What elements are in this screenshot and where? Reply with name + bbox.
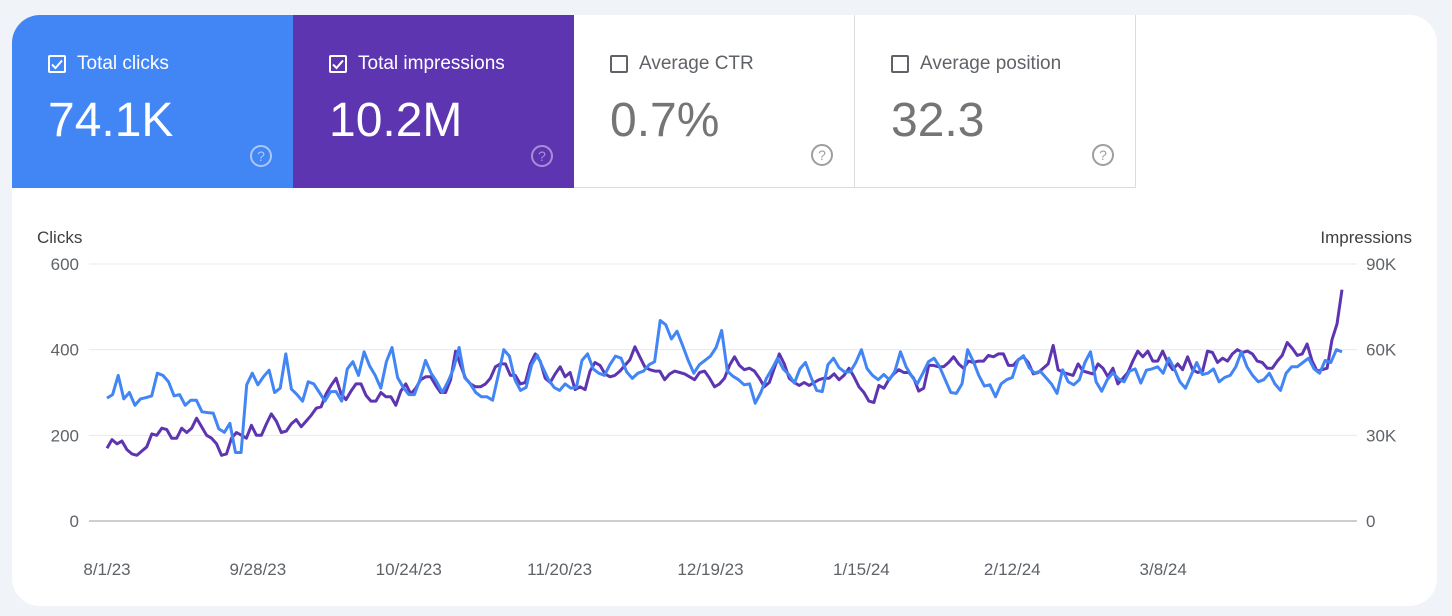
x-tick-label: 9/28/23: [230, 560, 287, 579]
y-right-tick-label: 60K: [1366, 341, 1397, 360]
svg-text:?: ?: [1099, 147, 1107, 163]
y-right-tick-label: 30K: [1366, 426, 1397, 445]
x-tick-label: 12/19/23: [677, 560, 743, 579]
y-axis-right-title: Impressions: [1320, 228, 1412, 247]
y-axis-left-ticks: 0 200 400 600: [51, 255, 79, 531]
x-tick-label: 8/1/23: [83, 560, 130, 579]
x-tick-label: 3/8/24: [1140, 560, 1187, 579]
checkbox-checked-icon[interactable]: [329, 55, 347, 73]
x-tick-label: 2/12/24: [984, 560, 1041, 579]
metric-label: Total impressions: [358, 53, 505, 74]
y-left-tick-label: 0: [70, 512, 79, 531]
help-icon[interactable]: ?: [810, 143, 834, 167]
metric-label: Average CTR: [639, 53, 754, 74]
metric-label: Total clicks: [77, 53, 169, 74]
checkbox-checked-icon[interactable]: [48, 55, 66, 73]
metric-value: 0.7%: [610, 94, 720, 147]
y-right-tick-label: 0: [1366, 512, 1375, 531]
metric-value: 32.3: [891, 94, 985, 147]
metric-tile-total-impressions[interactable]: Total impressions 10.2M ?: [293, 15, 574, 188]
x-tick-label: 1/15/24: [833, 560, 890, 579]
x-tick-label: 11/20/23: [527, 560, 592, 579]
metric-tile-total-clicks[interactable]: Total clicks 74.1K ?: [12, 15, 293, 188]
svg-text:?: ?: [257, 148, 265, 164]
y-left-tick-label: 400: [51, 341, 79, 360]
checkbox-unchecked-icon[interactable]: [891, 55, 909, 73]
y-left-tick-label: 600: [51, 255, 79, 274]
svg-text:?: ?: [818, 147, 826, 163]
metric-tile-average-position[interactable]: Average position 32.3 ?: [855, 15, 1136, 188]
help-icon[interactable]: ?: [1091, 143, 1115, 167]
series-line-impressions[interactable]: [105, 289, 1344, 457]
grid-lines: [89, 263, 1357, 522]
checkbox-unchecked-icon[interactable]: [610, 55, 628, 73]
performance-card: Total clicks 74.1K ? Total impressions 1…: [12, 15, 1437, 606]
help-icon[interactable]: ?: [249, 144, 273, 168]
help-icon[interactable]: ?: [530, 144, 554, 168]
metric-label: Average position: [920, 53, 1062, 74]
x-axis-ticks: 8/1/23 9/28/23 10/24/23 11/20/23 12/19/23 1/1…: [83, 560, 1186, 579]
metric-tiles: Total clicks 74.1K ? Total impressions 1…: [12, 15, 1136, 188]
metric-value: 10.2M: [329, 94, 463, 147]
metric-value: 74.1K: [48, 94, 174, 147]
performance-chart[interactable]: Clicks Impressions 0 200 400 600 0 30K 60K 90K…: [12, 205, 1437, 606]
y-left-tick-label: 200: [51, 426, 79, 445]
svg-text:?: ?: [538, 148, 546, 164]
metric-tile-average-ctr[interactable]: Average CTR 0.7% ?: [574, 15, 855, 188]
series-line-clicks[interactable]: [106, 319, 1343, 454]
y-axis-left-title: Clicks: [37, 228, 82, 247]
y-right-tick-label: 90K: [1366, 255, 1397, 274]
y-axis-right-ticks: 0 30K 60K 90K: [1366, 255, 1397, 531]
x-tick-label: 10/24/23: [376, 560, 442, 579]
series-lines: [105, 289, 1344, 457]
